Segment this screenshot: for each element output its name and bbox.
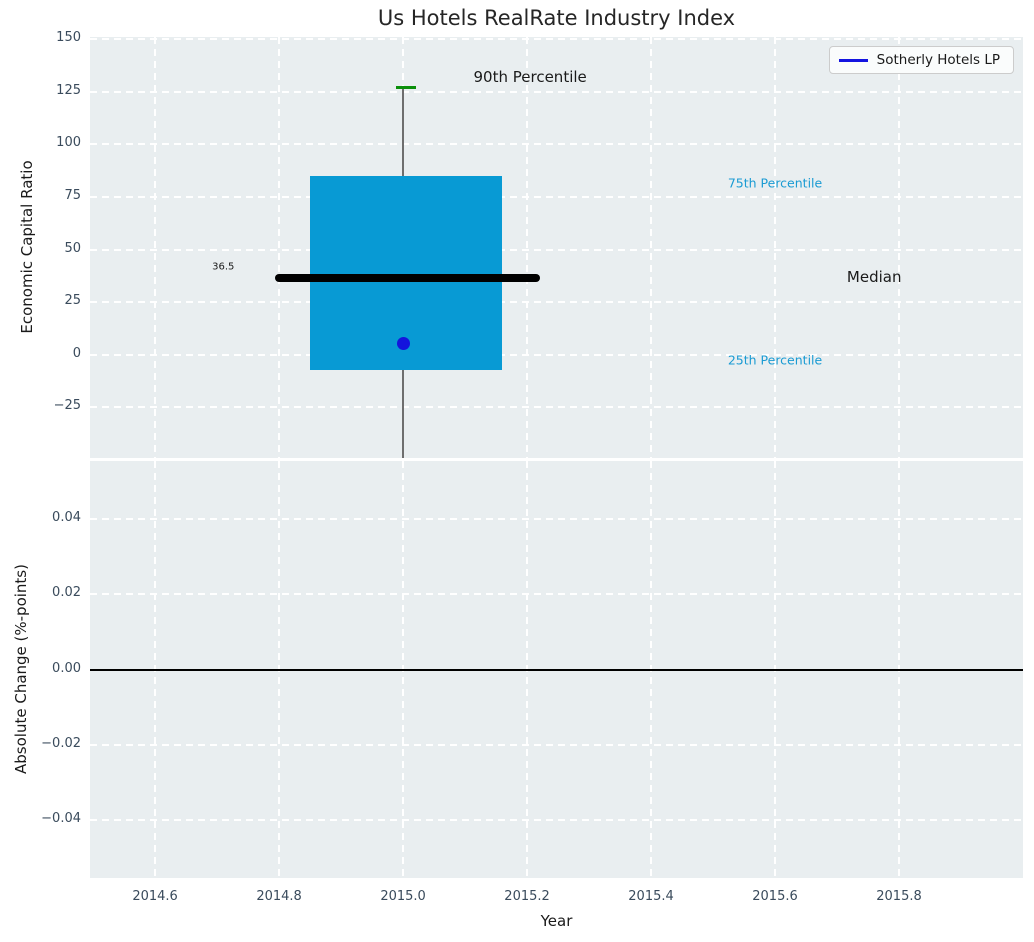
- gridline-vertical: [526, 37, 529, 458]
- gridline-horizontal: [90, 143, 1023, 146]
- xtick-label: 2015.2: [504, 889, 550, 904]
- xtick-label: 2014.8: [256, 889, 302, 904]
- gridline-vertical: [650, 37, 653, 458]
- annotation-median: Median: [846, 267, 902, 286]
- xtick-label: 2015.4: [628, 889, 674, 904]
- gridline-horizontal: [90, 38, 1023, 41]
- gridline-horizontal: [90, 195, 1023, 198]
- bottom-ytick-label: 0.02: [52, 585, 81, 601]
- gridline-vertical: [774, 37, 777, 458]
- legend-label: Sotherly Hotels LP: [876, 52, 1000, 68]
- top-ytick-label: −25: [53, 398, 81, 414]
- top-ytick-label: 125: [56, 82, 81, 98]
- legend: Sotherly Hotels LP: [828, 46, 1014, 74]
- gridline-horizontal: [90, 301, 1023, 304]
- top-ytick-label: 0: [72, 345, 81, 361]
- legend-line-sample: [838, 58, 868, 62]
- gridline-horizontal: [90, 406, 1023, 409]
- top-ytick-label: 100: [56, 135, 81, 151]
- top-ytick-label: 75: [64, 187, 81, 203]
- x-axis-label: Year: [540, 912, 573, 930]
- xtick-label: 2015.6: [752, 889, 798, 904]
- company-marker-dot: [396, 336, 410, 350]
- xtick-label: 2015.0: [380, 889, 426, 904]
- bottom-ytick-label: −0.04: [41, 811, 81, 827]
- zero-reference-line: [90, 668, 1023, 671]
- gridline-vertical: [898, 37, 900, 458]
- top-ytick-label: 50: [64, 240, 81, 256]
- annotation-25th-percentile: 25th Percentile: [727, 352, 823, 368]
- top-ytick-label: 25: [64, 293, 81, 309]
- xtick-label: 2014.6: [132, 889, 178, 904]
- gridline-horizontal: [90, 248, 1023, 251]
- gridline-vertical: [278, 37, 281, 458]
- annotation-75th-percentile: 75th Percentile: [727, 175, 823, 191]
- xtick-label: 2015.8: [876, 889, 922, 904]
- gridline-horizontal: [90, 819, 1023, 822]
- gridline-horizontal: [90, 517, 1023, 520]
- p90-cap: [396, 86, 417, 90]
- bottom-ytick-label: 0.04: [52, 509, 81, 525]
- bottom-ytick-label: 0.00: [52, 660, 81, 676]
- chart-title: Us Hotels RealRate Industry Index: [377, 6, 736, 30]
- median-line: [275, 274, 541, 283]
- gridline-horizontal: [90, 90, 1023, 93]
- top-ytick-label: 150: [56, 30, 81, 46]
- top-axes-economic-capital-ratio: 90th Percentile 75th Percentile 36.5 Median…: [90, 37, 1023, 458]
- bottom-axes-absolute-change: [90, 461, 1023, 878]
- gridline-horizontal: [90, 593, 1023, 596]
- gridline-horizontal: [90, 353, 1023, 356]
- bottom-ytick-label: −0.02: [41, 735, 81, 751]
- gridline-vertical: [154, 37, 157, 458]
- annotation-90th-percentile: 90th Percentile: [473, 67, 587, 86]
- gridline-horizontal: [90, 743, 1023, 746]
- annotation-36-5: 36.5: [212, 261, 235, 273]
